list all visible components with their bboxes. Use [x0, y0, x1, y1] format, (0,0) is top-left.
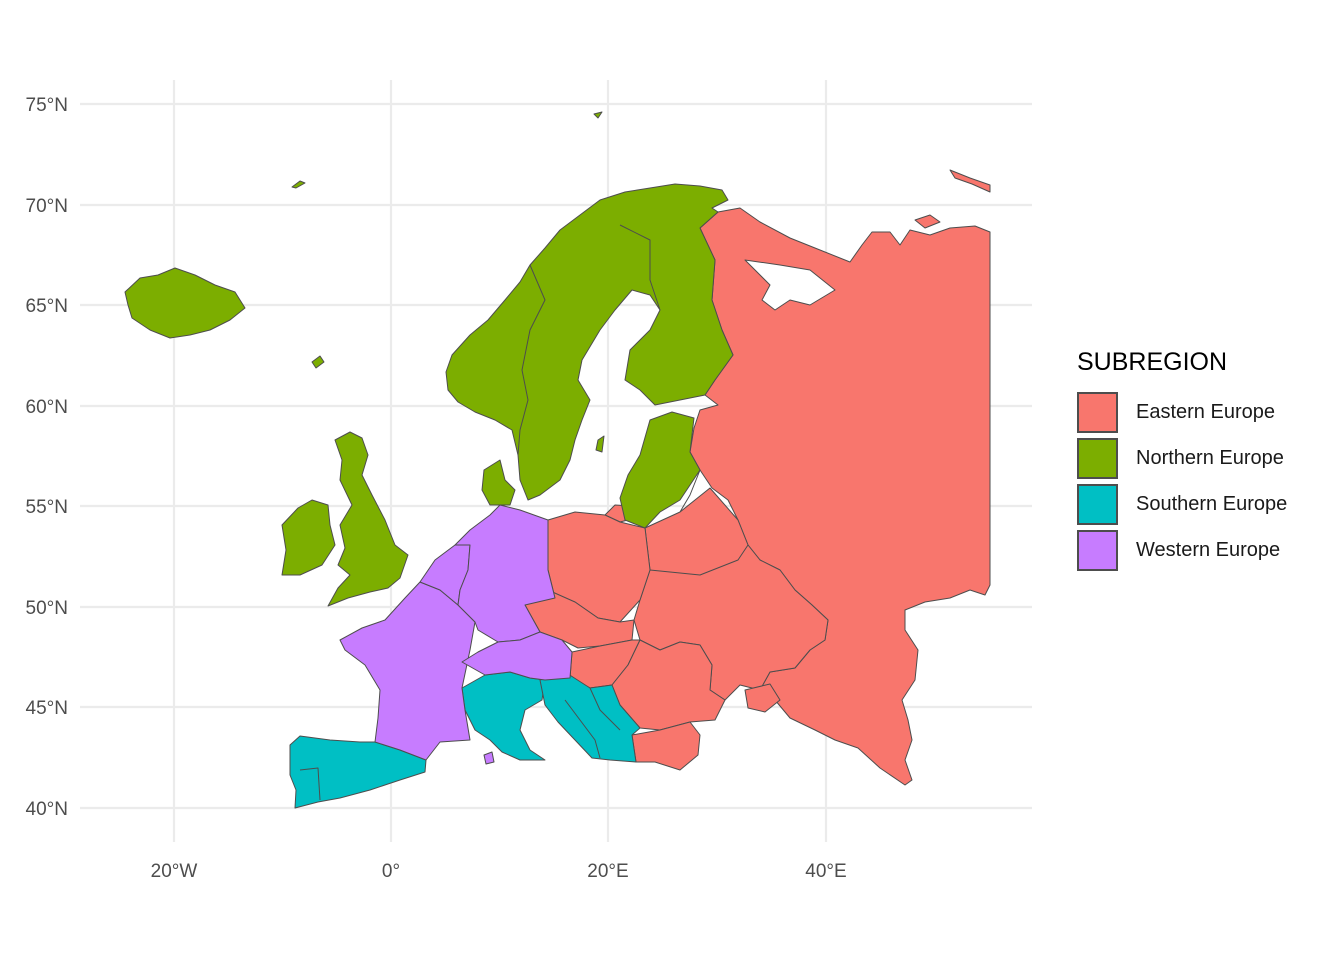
legend-swatch: [1077, 529, 1118, 571]
region-southern-europe: [289, 671, 641, 809]
france-shape: [339, 581, 476, 761]
crimea-shape: [744, 683, 781, 713]
kola-inlet-gap: [744, 259, 836, 311]
legend-item: Northern Europe: [1077, 435, 1287, 481]
jan-mayen-shape: [291, 180, 306, 189]
scandinavia-shape: [445, 183, 734, 501]
region-eastern-europe: [524, 169, 991, 786]
italy-shape: [461, 671, 546, 761]
legend-label: Northern Europe: [1136, 446, 1284, 469]
y-tick-label: 40°N: [26, 799, 68, 820]
internal-border: [517, 264, 546, 456]
iceland-shape: [124, 267, 246, 339]
gotland-shape: [595, 435, 605, 453]
x-tick-label: 20°W: [151, 861, 198, 882]
region-western-europe: [339, 504, 573, 765]
legend-item: Western Europe: [1077, 527, 1287, 573]
ireland-shape: [281, 499, 336, 576]
novaya-zemlya-shape: [949, 169, 991, 193]
denmark-shape: [481, 459, 516, 506]
corsica-shape: [483, 751, 495, 765]
faroe-islands-shape: [311, 355, 325, 369]
great-britain-shape: [327, 431, 409, 607]
internal-border: [679, 469, 701, 513]
y-tick-label: 50°N: [26, 598, 68, 619]
y-tick-label: 70°N: [26, 196, 68, 217]
x-tick-label: 20°E: [587, 861, 628, 882]
legend-item: Eastern Europe: [1077, 389, 1287, 435]
svalbard-fragment-shape: [593, 111, 603, 119]
x-axis-labels: 20°W 0° 20°E 40°E: [151, 861, 847, 882]
internal-border: [589, 687, 621, 731]
legend: SUBREGION Eastern Europe Northern Europe…: [1077, 348, 1287, 573]
legend-label: Western Europe: [1136, 538, 1281, 561]
legend-title: SUBREGION: [1077, 348, 1228, 376]
y-tick-label: 60°N: [26, 397, 68, 418]
y-tick-label: 75°N: [26, 95, 68, 116]
y-tick-label: 65°N: [26, 296, 68, 317]
switzerland-austria-shape: [461, 631, 573, 681]
iberia-shape: [289, 735, 427, 809]
internal-border: [649, 544, 749, 576]
bulgaria-shape: [631, 721, 701, 771]
y-tick-label: 55°N: [26, 497, 68, 518]
internal-border: [299, 767, 321, 801]
kolguev-island-shape: [914, 214, 941, 229]
internal-border: [619, 224, 661, 311]
balkans-shape: [539, 671, 641, 763]
internal-border: [564, 699, 601, 759]
y-axis-labels: 75°N 70°N 65°N 60°N 55°N 50°N 45°N 40°N: [26, 95, 68, 820]
region-northern-europe: [124, 111, 734, 607]
legend-label: Southern Europe: [1136, 492, 1288, 515]
legend-swatch: [1077, 483, 1118, 525]
x-tick-label: 0°: [382, 861, 400, 882]
x-tick-label: 40°E: [805, 861, 846, 882]
legend-swatch: [1077, 437, 1118, 479]
estonia-latvia-lithuania-shape: [619, 411, 701, 529]
legend-label: Eastern Europe: [1136, 400, 1275, 423]
russia-shape: [689, 207, 991, 786]
legend-swatch: [1077, 391, 1118, 433]
legend-item: Southern Europe: [1077, 481, 1287, 527]
y-tick-label: 45°N: [26, 698, 68, 719]
